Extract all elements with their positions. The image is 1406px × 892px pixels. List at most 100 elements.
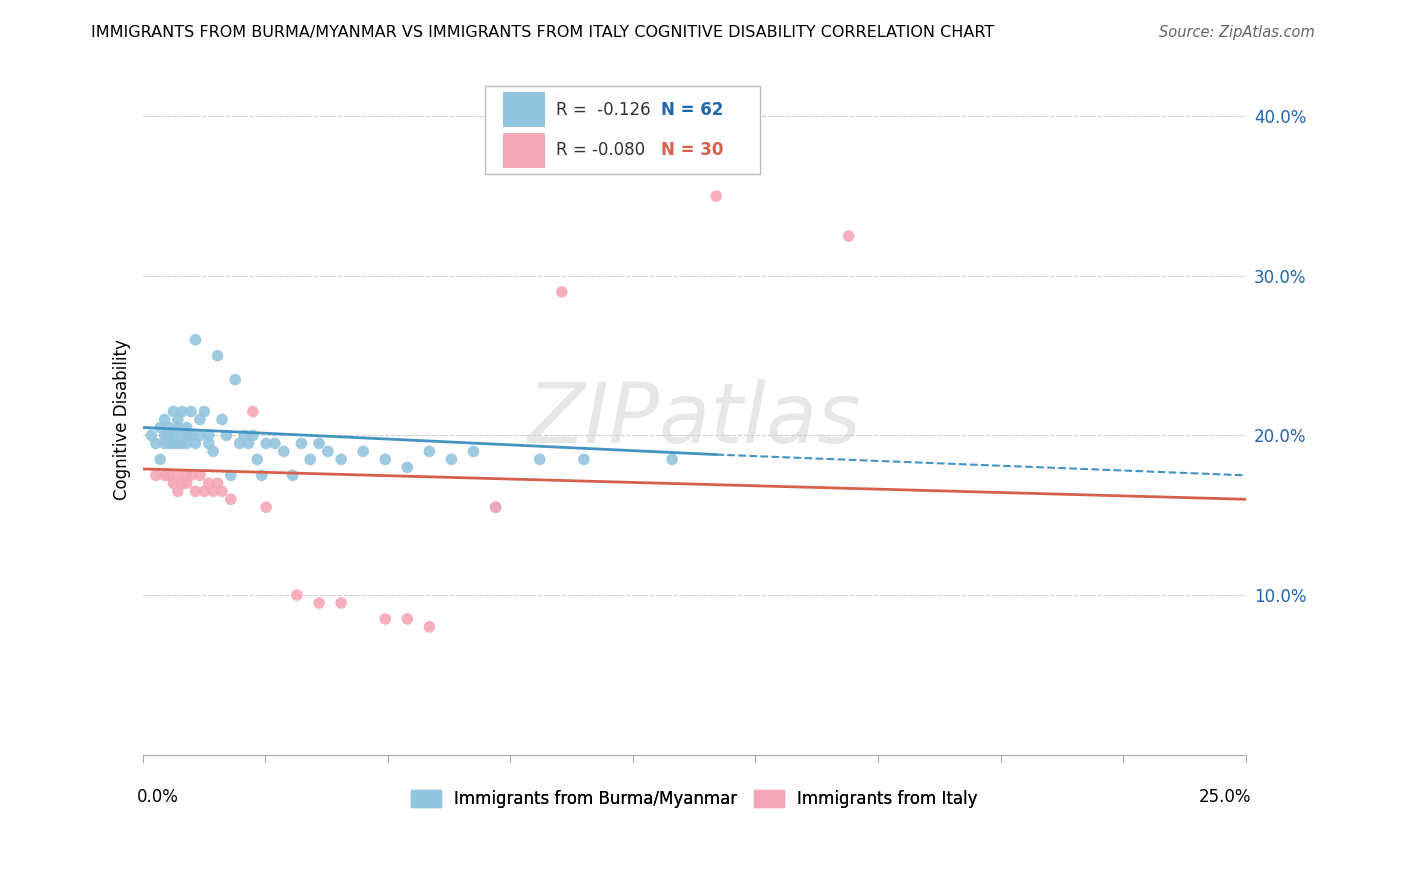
Point	[176, 468, 198, 483]
Point	[551, 285, 574, 299]
Point	[197, 476, 219, 491]
Point	[246, 452, 269, 467]
Text: 0.0%: 0.0%	[136, 788, 179, 806]
Point	[264, 436, 287, 450]
Point	[396, 460, 419, 475]
Point	[330, 452, 353, 467]
Point	[176, 420, 198, 434]
Point	[211, 484, 233, 499]
Legend: Immigrants from Burma/Myanmar, Immigrants from Italy: Immigrants from Burma/Myanmar, Immigrant…	[404, 783, 984, 814]
Point	[308, 596, 330, 610]
Point	[153, 436, 176, 450]
Point	[180, 428, 202, 442]
Point	[166, 468, 188, 483]
Point	[233, 428, 256, 442]
Text: N = 30: N = 30	[661, 141, 724, 159]
Point	[166, 412, 188, 426]
Point	[176, 436, 198, 450]
Point	[157, 420, 180, 434]
Point	[308, 436, 330, 450]
Point	[838, 229, 860, 244]
Point	[440, 452, 463, 467]
Point	[202, 484, 225, 499]
Point	[215, 428, 238, 442]
Point	[180, 468, 202, 483]
Point	[162, 476, 184, 491]
Point	[484, 500, 506, 515]
Point	[166, 436, 188, 450]
Text: R =  -0.126: R = -0.126	[557, 101, 651, 119]
Point	[661, 452, 683, 467]
Point	[149, 420, 172, 434]
Point	[184, 484, 207, 499]
Text: Source: ZipAtlas.com: Source: ZipAtlas.com	[1159, 25, 1315, 40]
FancyBboxPatch shape	[503, 92, 546, 128]
Point	[572, 452, 595, 467]
Point	[157, 428, 180, 442]
Point	[704, 189, 727, 203]
Text: N = 62: N = 62	[661, 101, 724, 119]
Point	[290, 436, 312, 450]
Point	[224, 373, 246, 387]
FancyBboxPatch shape	[485, 86, 761, 174]
Point	[396, 612, 419, 626]
Point	[145, 468, 167, 483]
Point	[184, 333, 207, 347]
Point	[285, 588, 308, 602]
Text: IMMIGRANTS FROM BURMA/MYANMAR VS IMMIGRANTS FROM ITALY COGNITIVE DISABILITY CORR: IMMIGRANTS FROM BURMA/MYANMAR VS IMMIGRA…	[91, 25, 994, 40]
Point	[219, 492, 242, 507]
Point	[157, 468, 180, 483]
Point	[228, 436, 250, 450]
Point	[418, 444, 440, 458]
FancyBboxPatch shape	[503, 133, 546, 168]
Point	[145, 436, 167, 450]
Point	[197, 436, 219, 450]
Point	[176, 476, 198, 491]
Point	[153, 412, 176, 426]
Point	[141, 428, 163, 442]
Point	[374, 452, 396, 467]
Point	[193, 404, 215, 418]
Point	[238, 436, 260, 450]
Point	[162, 404, 184, 418]
Point	[176, 428, 198, 442]
Point	[188, 468, 211, 483]
Point	[188, 428, 211, 442]
Point	[242, 428, 264, 442]
Point	[172, 404, 194, 418]
Point	[180, 404, 202, 418]
Point	[207, 476, 229, 491]
Point	[153, 468, 176, 483]
Point	[166, 484, 188, 499]
Point	[254, 436, 277, 450]
Point	[463, 444, 485, 458]
Point	[219, 468, 242, 483]
Point	[172, 476, 194, 491]
Point	[193, 484, 215, 499]
Point	[197, 428, 219, 442]
Text: 25.0%: 25.0%	[1199, 788, 1251, 806]
Point	[153, 428, 176, 442]
Point	[172, 428, 194, 442]
Point	[207, 349, 229, 363]
Point	[281, 468, 304, 483]
Point	[299, 452, 322, 467]
Point	[211, 412, 233, 426]
Point	[188, 412, 211, 426]
Point	[149, 452, 172, 467]
Point	[254, 500, 277, 515]
Point	[162, 436, 184, 450]
Point	[316, 444, 339, 458]
Point	[162, 428, 184, 442]
Point	[157, 436, 180, 450]
Point	[166, 420, 188, 434]
Point	[330, 596, 353, 610]
Point	[250, 468, 273, 483]
Point	[184, 436, 207, 450]
Point	[484, 500, 506, 515]
Y-axis label: Cognitive Disability: Cognitive Disability	[114, 339, 131, 500]
Point	[172, 436, 194, 450]
Point	[418, 620, 440, 634]
Point	[529, 452, 551, 467]
Text: ZIPatlas: ZIPatlas	[527, 379, 860, 460]
